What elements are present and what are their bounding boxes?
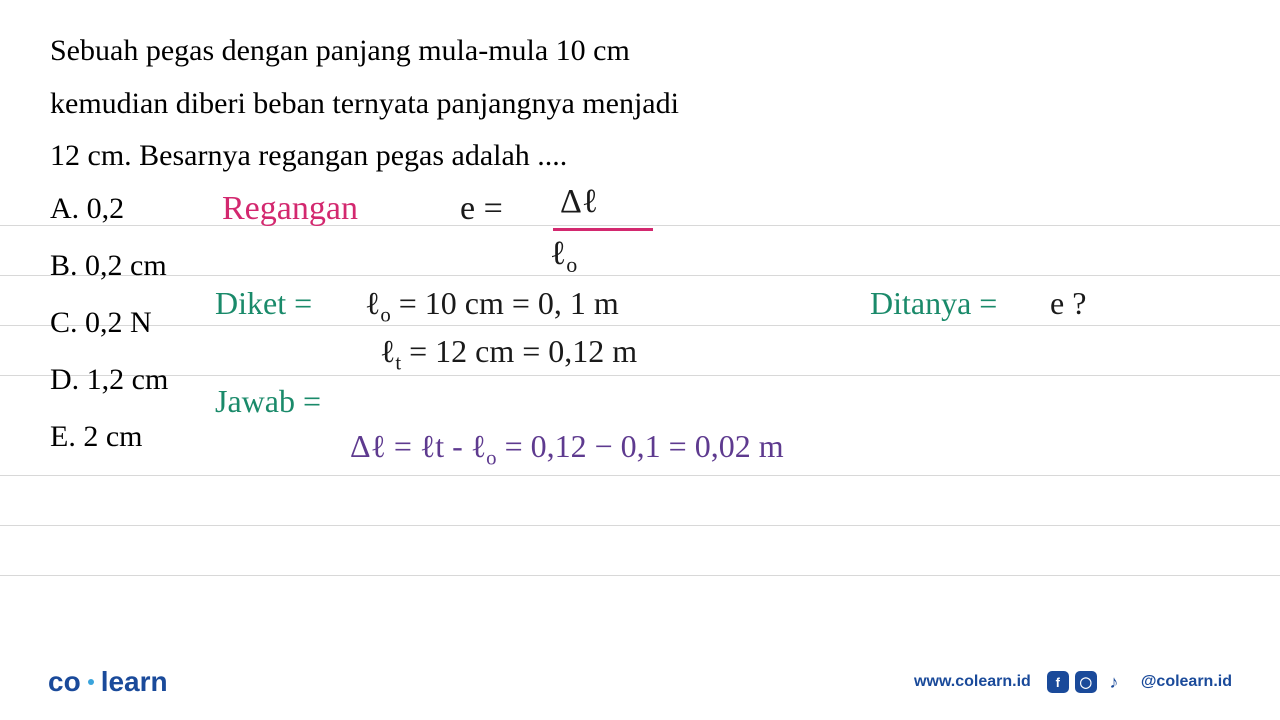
- delta-l-calc: Δℓ = ℓt - ℓo = 0,12 − 0,1 = 0,02 m: [350, 428, 784, 470]
- ditanya-label: Ditanya =: [870, 285, 997, 322]
- lt-value: ℓt = 12 cm = 0,12 m: [380, 333, 637, 375]
- website-url: www.colearn.id: [914, 673, 1031, 691]
- footer-right: www.colearn.id f ◯ ♪ @colearn.id: [914, 671, 1232, 693]
- choice-b: B. 0,2 cm: [50, 237, 168, 294]
- jawab-label: Jawab =: [215, 383, 321, 420]
- logo-dot-icon: [88, 679, 94, 685]
- social-handle: @colearn.id: [1141, 673, 1232, 691]
- brand-logo: colearn: [48, 666, 168, 698]
- regangan-label: Regangan: [222, 190, 358, 228]
- choice-e: E. 2 cm: [50, 408, 168, 465]
- question-text: Sebuah pegas dengan panjang mula-mula 10…: [50, 25, 1230, 183]
- question-line-2: kemudian diberi beban ternyata panjangny…: [50, 78, 1230, 131]
- choice-c: C. 0,2 N: [50, 294, 168, 351]
- content-area: Sebuah pegas dengan panjang mula-mula 10…: [0, 0, 1280, 183]
- fraction-bar: [553, 228, 653, 231]
- question-line-1: Sebuah pegas dengan panjang mula-mula 10…: [50, 25, 1230, 78]
- question-line-3: 12 cm. Besarnya regangan pegas adalah ..…: [50, 130, 1230, 183]
- logo-co: co: [48, 666, 81, 698]
- facebook-icon: f: [1047, 671, 1069, 693]
- formula-e-equals: e =: [460, 190, 503, 228]
- formula-delta-l: Δℓ: [560, 183, 598, 221]
- choice-a: A. 0,2: [50, 180, 168, 237]
- ditanya-value: e ?: [1050, 285, 1086, 322]
- logo-learn: learn: [101, 666, 168, 698]
- choice-d: D. 1,2 cm: [50, 351, 168, 408]
- formula-l0: ℓo: [550, 235, 577, 278]
- tiktok-icon: ♪: [1103, 671, 1125, 693]
- social-icons: f ◯ ♪: [1047, 671, 1125, 693]
- answer-choices: A. 0,2 B. 0,2 cm C. 0,2 N D. 1,2 cm E. 2…: [50, 180, 168, 465]
- footer: colearn www.colearn.id f ◯ ♪ @colearn.id: [0, 666, 1280, 698]
- instagram-icon: ◯: [1075, 671, 1097, 693]
- l0-value: ℓo = 10 cm = 0, 1 m: [365, 285, 619, 327]
- diket-label: Diket =: [215, 285, 312, 322]
